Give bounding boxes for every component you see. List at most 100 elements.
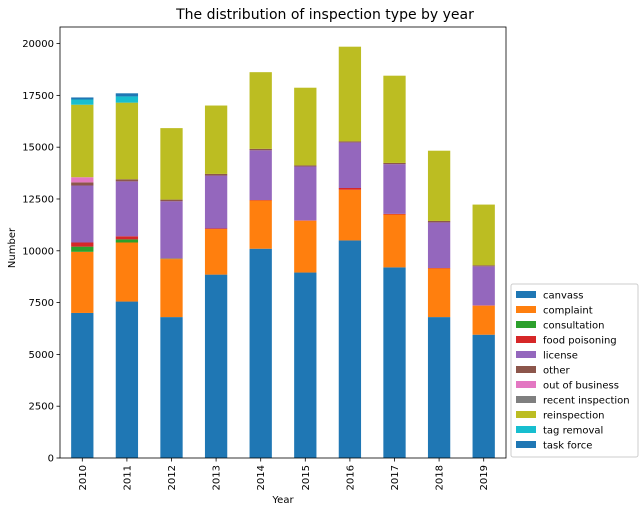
legend-label-food-poisoning: food poisoning xyxy=(543,336,617,347)
bar-segment-license-2015 xyxy=(294,166,317,221)
x-tick-label-2018: 2018 xyxy=(435,465,446,490)
bar-segment-food-poisoning-2011 xyxy=(115,236,139,240)
bar-segment-consultation-2011 xyxy=(115,239,139,243)
bars-layer xyxy=(71,46,495,458)
bar-segment-reinspection-2013 xyxy=(204,105,228,174)
bar-segment-canvass-2012 xyxy=(160,317,183,458)
legend-label-complaint: complaint xyxy=(543,306,593,317)
bar-segment-other-2011 xyxy=(115,179,139,182)
chart-title: The distribution of inspection type by y… xyxy=(175,7,474,23)
bar-segment-reinspection-2019 xyxy=(472,204,495,266)
bar-segment-complaint-2010 xyxy=(71,251,94,313)
y-tick-label: 5000 xyxy=(29,350,54,361)
bar-segment-other-2013 xyxy=(204,173,228,176)
x-tick-label-2011: 2011 xyxy=(122,465,133,490)
bar-segment-license-2019 xyxy=(472,266,495,306)
bar-segment-other-2017 xyxy=(383,162,406,165)
bar-segment-reinspection-2017 xyxy=(383,75,406,163)
bar-segment-license-2012 xyxy=(160,201,183,259)
bar-segment-task-force-2011 xyxy=(115,93,139,97)
bar-segment-reinspection-2016 xyxy=(338,46,362,142)
bar-segment-license-2011 xyxy=(115,181,139,237)
legend-label-recent-inspection: recent inspection xyxy=(543,396,630,407)
bar-segment-complaint-2011 xyxy=(115,242,139,302)
bar-segment-other-2012 xyxy=(160,199,183,202)
bar-segment-complaint-2012 xyxy=(160,259,183,318)
bar-segment-reinspection-2011 xyxy=(115,102,139,180)
x-tick-label-2010: 2010 xyxy=(78,465,89,490)
bar-segment-license-2016 xyxy=(338,142,362,189)
legend-label-license: license xyxy=(543,351,578,362)
legend-swatch-tag-removal xyxy=(516,426,536,433)
y-tick-label: 12500 xyxy=(22,194,54,205)
bar-segment-consultation-2010 xyxy=(71,246,94,252)
legend-label-other: other xyxy=(543,366,571,377)
bar-segment-complaint-2019 xyxy=(472,305,495,335)
bar-segment-complaint-2018 xyxy=(427,268,451,318)
bar-segment-license-2010 xyxy=(71,185,94,243)
legend-swatch-reinspection xyxy=(516,411,536,418)
y-tick-label: 10000 xyxy=(22,246,54,257)
x-tick-label-2016: 2016 xyxy=(345,465,356,490)
legend-label-reinspection: reinspection xyxy=(543,411,605,422)
y-tick-label: 15000 xyxy=(22,143,54,154)
bar-segment-food-poisoning-2010 xyxy=(71,242,94,247)
bar-segment-canvass-2014 xyxy=(249,248,272,458)
bar-segment-out-of-business-2010 xyxy=(71,177,94,183)
bar-segment-canvass-2013 xyxy=(204,274,228,458)
bar-segment-other-2014 xyxy=(249,148,272,151)
legend-label-task-force: task force xyxy=(543,441,592,452)
bar-segment-license-2017 xyxy=(383,164,406,214)
legend-swatch-out-of-business xyxy=(516,381,536,388)
legend-swatch-other xyxy=(516,366,536,373)
y-tick-label: 0 xyxy=(48,454,54,465)
bar-segment-food-poisoning-2013 xyxy=(204,228,228,230)
bar-segment-canvass-2018 xyxy=(427,317,451,458)
bar-segment-canvass-2017 xyxy=(383,267,406,458)
y-tick-label: 20000 xyxy=(22,39,54,50)
legend-label-consultation: consultation xyxy=(543,321,604,332)
legend-swatch-food-poisoning xyxy=(516,336,536,343)
bar-segment-complaint-2016 xyxy=(338,189,362,241)
bar-segment-other-2016 xyxy=(338,141,362,143)
legend-swatch-license xyxy=(516,351,536,358)
y-tick-label: 17500 xyxy=(22,91,54,102)
bar-segment-canvass-2019 xyxy=(472,334,495,458)
x-tick-label-2014: 2014 xyxy=(256,465,267,490)
legend-box xyxy=(510,283,639,458)
legend-label-tag-removal: tag removal xyxy=(543,426,603,437)
legend: canvass complaint consultation food poisoni… xyxy=(510,283,639,458)
bar-segment-task-force-2010 xyxy=(71,97,94,100)
bar-segment-other-2018 xyxy=(427,220,451,223)
axes-layer: 0 2500 5000 7500 10000 12500 15000 17500 20000 20… xyxy=(22,26,507,490)
y-tick-label: 2500 xyxy=(29,402,54,413)
bar-segment-other-2019 xyxy=(472,265,495,267)
bar-segment-other-2010 xyxy=(71,182,94,186)
x-tick-label-2012: 2012 xyxy=(167,465,178,490)
plot-frame xyxy=(59,26,507,459)
bar-segment-license-2014 xyxy=(249,150,272,201)
bar-segment-other-2015 xyxy=(294,165,317,167)
bar-segment-canvass-2015 xyxy=(294,272,317,458)
legend-swatch-consultation xyxy=(516,321,536,328)
x-tick-label-2013: 2013 xyxy=(212,465,223,490)
bar-segment-reinspection-2010 xyxy=(71,104,94,178)
x-axis-title: Year xyxy=(271,495,294,506)
legend-swatch-task-force xyxy=(516,441,536,448)
legend-swatch-recent-inspection xyxy=(516,396,536,403)
bar-segment-food-poisoning-2016 xyxy=(338,188,362,190)
bar-segment-tag-removal-2010 xyxy=(71,99,94,105)
bar-segment-complaint-2014 xyxy=(249,200,272,249)
bar-segment-license-2018 xyxy=(427,222,451,268)
bar-segment-reinspection-2018 xyxy=(427,150,451,221)
bar-segment-reinspection-2012 xyxy=(160,128,183,200)
bar-segment-food-poisoning-2017 xyxy=(383,213,406,215)
bar-segment-reinspection-2015 xyxy=(294,87,317,166)
x-tick-label-2017: 2017 xyxy=(390,465,401,490)
bar-segment-complaint-2013 xyxy=(204,229,228,275)
bar-segment-canvass-2016 xyxy=(338,240,362,458)
legend-swatch-canvass xyxy=(516,291,536,298)
legend-label-out-of-business: out of business xyxy=(543,381,619,392)
